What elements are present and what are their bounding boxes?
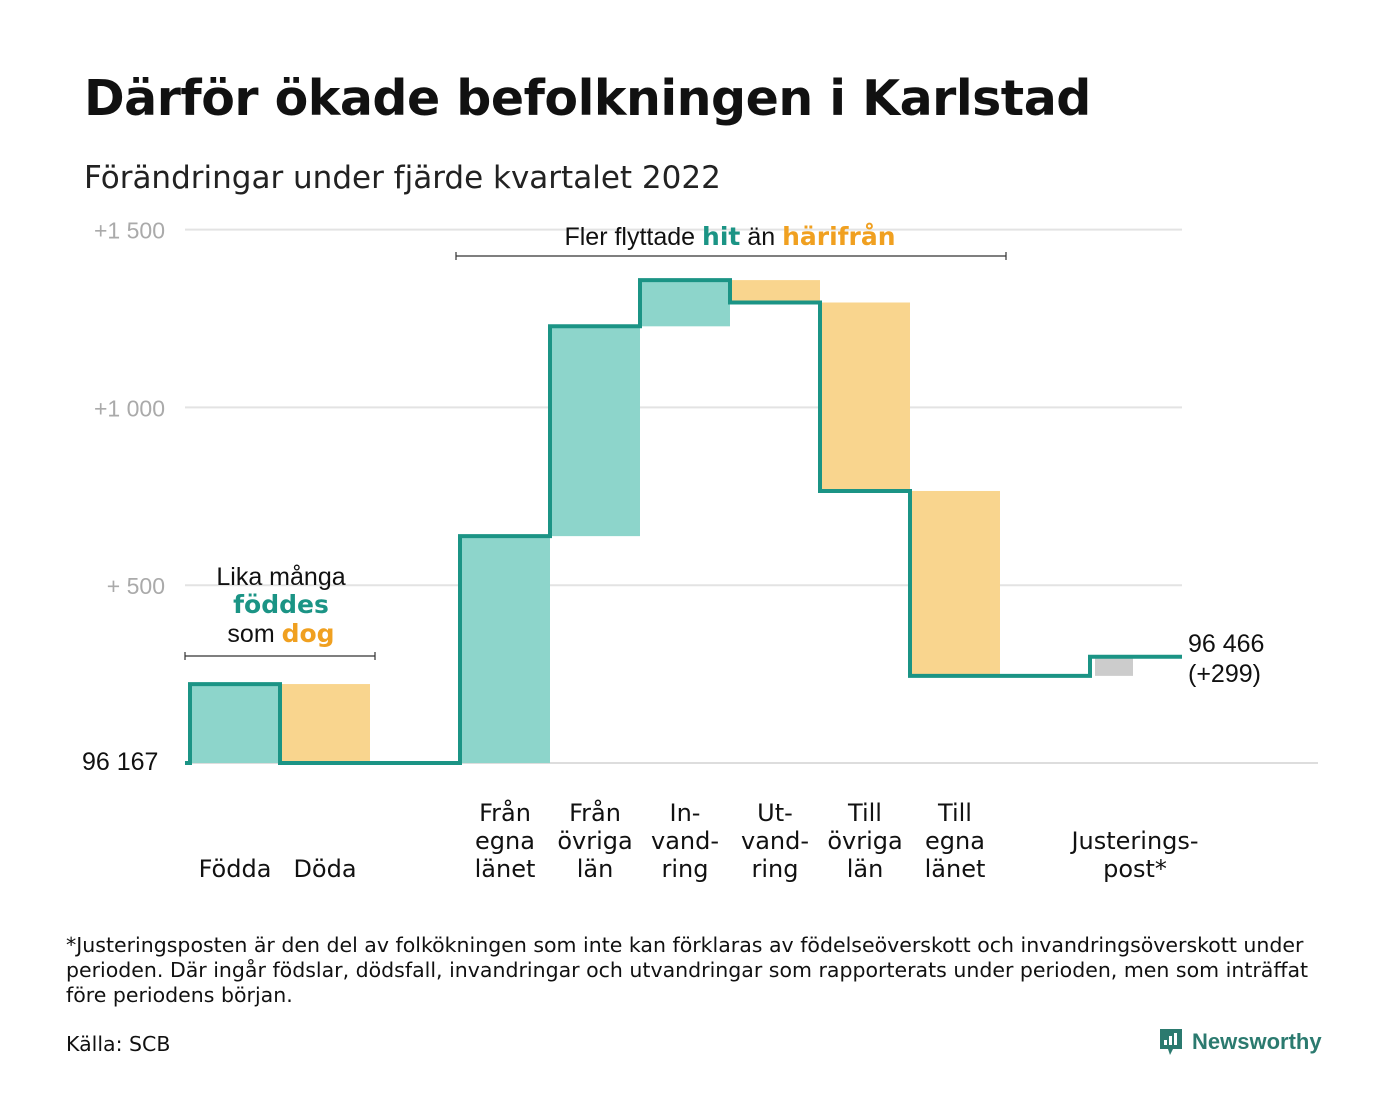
category-label: Från [479,798,531,827]
category-labels: Födda DödaFrånegnalänetFrånövrigalänIn-va… [199,798,1199,883]
bar-outflow [730,280,820,303]
bar-inflow [190,684,280,763]
bar-outflow [820,302,910,491]
waterfall-chart: + 500+1 000+1 500 Födda DödaFrånegnalänet… [82,218,1318,883]
category-label: vand- [741,827,809,855]
category-label: Från [569,798,621,827]
category-label: länet [475,855,536,883]
category-label: övriga [827,827,902,855]
category-label: vand- [651,827,719,855]
chart-subtitle: Förändringar under fjärde kvartalet 2022 [84,160,721,196]
moves-annotation-prefix: Fler flyttade [564,223,695,251]
bar-outflow [280,684,370,763]
category-label: Födda [199,855,272,883]
births-annotation-born: föddes [233,590,329,619]
brand-name: Newsworthy [1192,1029,1322,1054]
births-annotation-bracket [184,652,376,660]
category-label: Ut- [757,799,793,827]
cumulative-step-line [185,278,1182,765]
y-tick-label: +1 000 [94,395,165,421]
brand-logo[interactable]: Newsworthy [1158,1027,1322,1057]
bar-inflow [640,280,730,327]
category-label: Döda [293,855,356,883]
category-label: ring [752,855,799,883]
category-label: ring [662,855,709,883]
y-tick-label: + 500 [107,573,165,599]
category-label: län [577,855,614,883]
start-value-label: 96 167 [82,748,158,776]
bar-inflow [550,326,640,537]
category-label: övriga [557,827,632,855]
bar-outflow [910,490,1000,676]
moves-annotation-here: hit [702,222,740,251]
category-label: In- [670,799,701,827]
category-label: egna [475,827,535,855]
moves-annotation-from: härifrån [782,222,895,251]
bar-adjustment [1095,656,1133,676]
chart-title: Därför ökade befolkningen i Karlstad [84,70,1091,127]
newsworthy-logo-icon [1160,1029,1182,1055]
category-label: Till [847,799,882,827]
end-value-label: 96 466 [1188,630,1264,658]
births-annotation-died: dog [282,619,335,648]
births-annotation: Lika många föddes som dog [184,563,376,660]
category-label: Justerings- [1069,827,1198,855]
births-annotation-som: som [227,620,274,648]
bars [190,280,1133,763]
moves-annotation-bracket [455,252,1007,260]
category-label: länet [925,855,986,883]
category-label: egna [925,827,985,855]
footnote: *Justeringsposten är den del av folkökni… [66,933,1309,1007]
category-label: län [847,855,884,883]
moves-annotation-text: Fler flyttade hit än härifrån [564,222,895,251]
step-line [185,278,1182,765]
category-label: post* [1103,855,1167,883]
bar-inflow [460,536,550,763]
category-label: Till [937,799,972,827]
source-label: Källa: SCB [66,1032,171,1056]
end-change-label: (+299) [1188,660,1261,688]
moves-annotation: Fler flyttade hit än härifrån [455,222,1007,260]
births-annotation-line1: Lika många [216,563,345,591]
moves-annotation-than: än [747,223,775,251]
y-tick-label: +1 500 [94,218,165,244]
births-annotation-line3: som dog [227,619,334,648]
